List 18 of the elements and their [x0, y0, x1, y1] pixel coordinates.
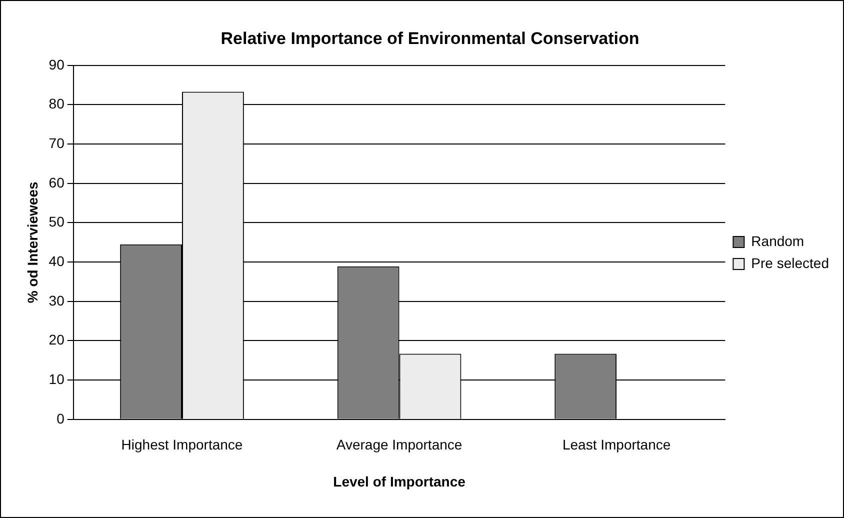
legend-label: Random: [751, 232, 804, 249]
y-tick-label: 60: [48, 174, 65, 190]
y-tick-label: 0: [56, 410, 65, 426]
y-tick-label: 40: [48, 252, 65, 269]
legend-label: Pre selected: [751, 254, 830, 271]
x-tick-label: Average Importance: [336, 436, 462, 453]
x-axis-title: Level of Importance: [333, 473, 466, 490]
y-tick-label: 30: [48, 292, 65, 308]
x-tick-label: Least Importance: [562, 436, 671, 453]
chart-title: Relative Importance of Environmental Conservation: [220, 28, 640, 48]
y-axis-title: % od Interviewees: [24, 182, 40, 304]
y-tick-label: 50: [48, 214, 65, 230]
y-tick-label: 90: [48, 56, 65, 72]
y-tick-label: 70: [48, 134, 65, 151]
y-tick-label: 80: [48, 96, 65, 112]
y-tick-label: 20: [48, 332, 65, 348]
y-tick-label: 10: [48, 370, 65, 387]
x-tick-label: Highest Importance: [121, 436, 243, 453]
